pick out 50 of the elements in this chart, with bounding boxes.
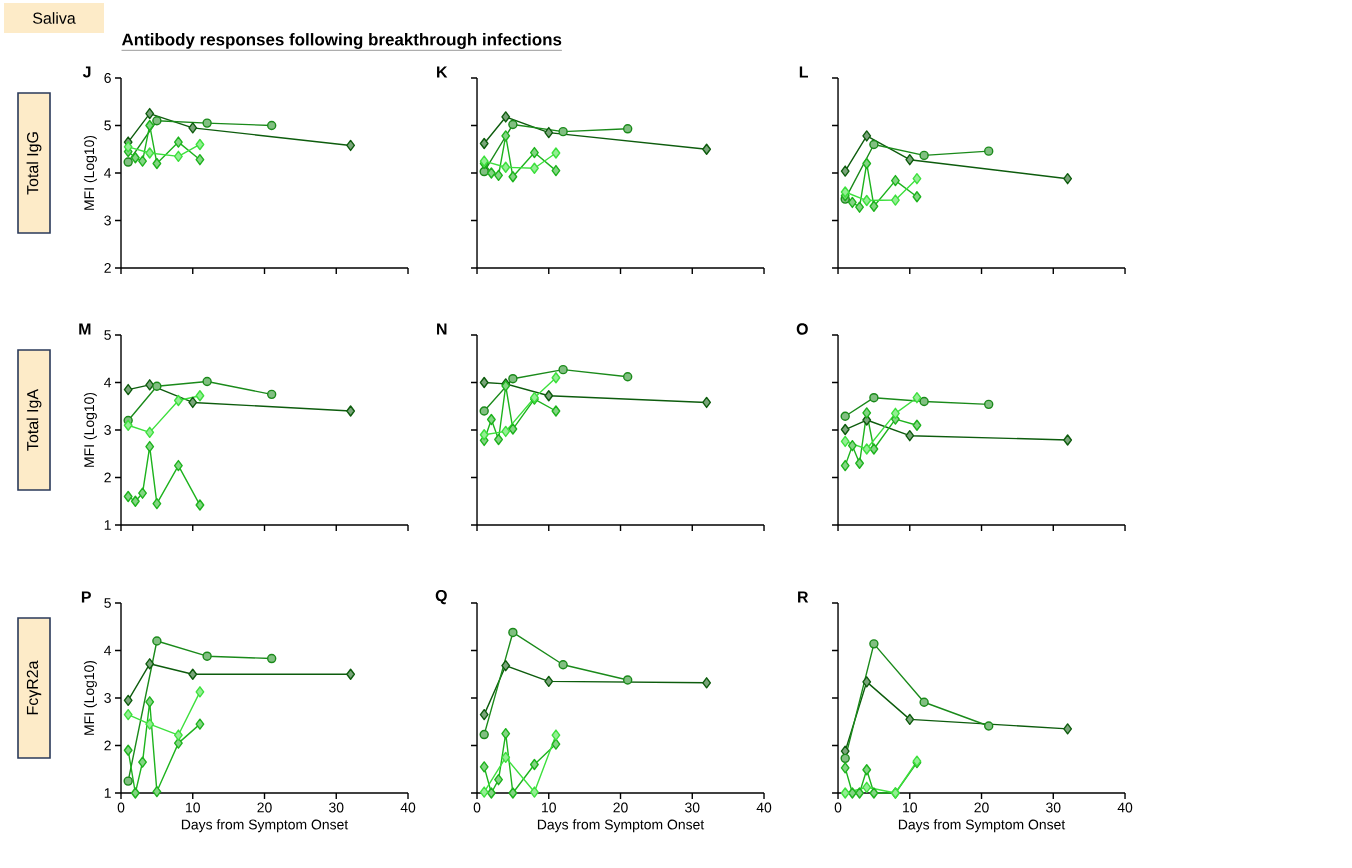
y-tick-label: 1 bbox=[104, 788, 111, 798]
y-tick-label: 4 bbox=[104, 168, 112, 178]
x-tick-label: 10 bbox=[542, 802, 556, 813]
x-tick-label: 40 bbox=[400, 802, 416, 813]
y-tick-label: 4 bbox=[104, 645, 112, 656]
y-tick-label: 3 bbox=[104, 425, 111, 435]
y-tick-label: 3 bbox=[104, 693, 111, 703]
y-tick-label: 2 bbox=[104, 740, 111, 751]
x-axis-title: Days from Symptom Onset bbox=[898, 819, 1066, 833]
y-tick-label: 2 bbox=[104, 263, 111, 273]
chart-title: J bbox=[82, 66, 91, 78]
text: Total IgG bbox=[26, 132, 42, 195]
chart-title: M bbox=[79, 323, 91, 335]
y-tick-label: 5 bbox=[104, 330, 111, 340]
x-tick-label: 10 bbox=[903, 802, 917, 813]
chart-title: L bbox=[799, 66, 809, 78]
x-axis-title: Days from Symptom Onset bbox=[537, 819, 705, 833]
text: Saliva bbox=[33, 12, 76, 24]
chart-title: Q bbox=[435, 589, 447, 605]
x-tick-label: 20 bbox=[974, 802, 989, 813]
x-axis-title: Days from Symptom Onset bbox=[181, 819, 349, 833]
chart-title: N bbox=[437, 323, 447, 335]
x-tick-label: 0 bbox=[473, 802, 481, 813]
y-axis-title: MFI (Log10) bbox=[83, 135, 97, 210]
text: Total IgA bbox=[26, 389, 42, 451]
x-tick-label: 30 bbox=[685, 802, 700, 813]
x-tick-label: 20 bbox=[613, 802, 628, 813]
x-tick-label: 40 bbox=[1117, 802, 1133, 813]
chart-title: R bbox=[798, 591, 809, 603]
x-tick-label: 30 bbox=[329, 802, 344, 813]
text: Antibody responses following breakthrough infections bbox=[121, 33, 562, 49]
y-tick-label: 5 bbox=[104, 120, 111, 131]
x-tick-label: 0 bbox=[117, 802, 125, 813]
x-tick-label: 0 bbox=[834, 802, 842, 813]
y-tick-label: 3 bbox=[104, 215, 111, 226]
x-tick-label: 20 bbox=[257, 802, 272, 813]
chart-title: K bbox=[437, 66, 448, 78]
y-tick-label: 4 bbox=[104, 377, 112, 388]
y-tick-label: 1 bbox=[104, 520, 111, 530]
chart-title: P bbox=[81, 591, 91, 603]
chart-title: O bbox=[796, 323, 808, 335]
text: FcγR2a bbox=[26, 660, 42, 715]
y-tick-label: 6 bbox=[104, 73, 111, 83]
y-tick-label: 5 bbox=[104, 598, 111, 608]
x-tick-label: 30 bbox=[1046, 802, 1061, 813]
y-tick-label: 2 bbox=[104, 472, 111, 483]
x-tick-label: 40 bbox=[756, 802, 772, 813]
x-tick-label: 10 bbox=[186, 802, 200, 813]
y-axis-title: MFI (Log10) bbox=[83, 660, 97, 735]
y-axis-title: MFI (Log10) bbox=[83, 392, 97, 467]
